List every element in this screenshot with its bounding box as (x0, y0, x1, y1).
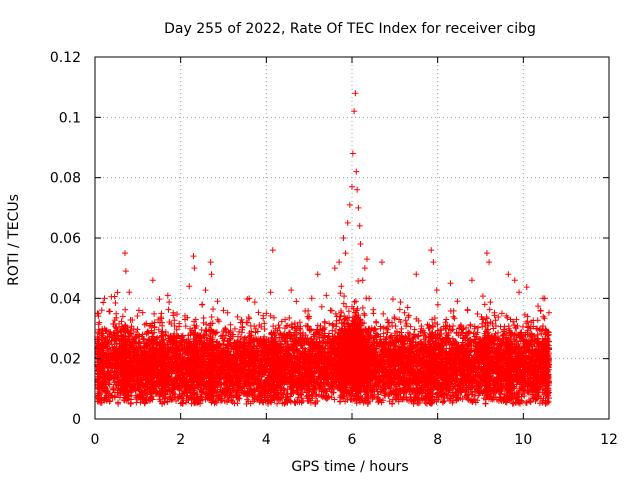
data-point (110, 385, 117, 392)
data-point (113, 341, 120, 348)
data-point (96, 396, 103, 403)
data-point (105, 351, 112, 358)
data-point (108, 392, 115, 399)
data-point (106, 308, 113, 315)
data-point (114, 327, 121, 334)
data-point (103, 385, 110, 392)
data-point (107, 398, 114, 405)
data-point (115, 332, 122, 339)
data-point (115, 400, 122, 407)
data-point (100, 299, 107, 306)
data-point (102, 387, 109, 394)
data-point (104, 339, 111, 346)
data-point (96, 346, 103, 353)
data-point (96, 390, 103, 397)
data-point (116, 320, 123, 327)
data-point (113, 314, 120, 321)
data-point (101, 295, 108, 302)
data-point (111, 394, 118, 401)
data-point (112, 323, 119, 330)
data-point (105, 380, 112, 387)
data-point (98, 307, 105, 314)
data-point (112, 300, 119, 307)
data-point (97, 389, 104, 396)
data-point (106, 340, 113, 347)
data-point (101, 325, 108, 332)
data-point (122, 306, 129, 313)
data-point (99, 360, 106, 367)
data-point (114, 289, 121, 296)
grid (95, 57, 609, 419)
data-point (106, 331, 113, 338)
data-point (113, 324, 120, 331)
data-points (94, 90, 553, 407)
data-point (105, 328, 112, 335)
data-point (112, 356, 119, 363)
data-point (96, 329, 103, 336)
data-point (102, 396, 109, 403)
data-point (95, 313, 102, 320)
data-point (100, 363, 107, 370)
data-point (97, 373, 104, 380)
data-point (111, 293, 118, 300)
